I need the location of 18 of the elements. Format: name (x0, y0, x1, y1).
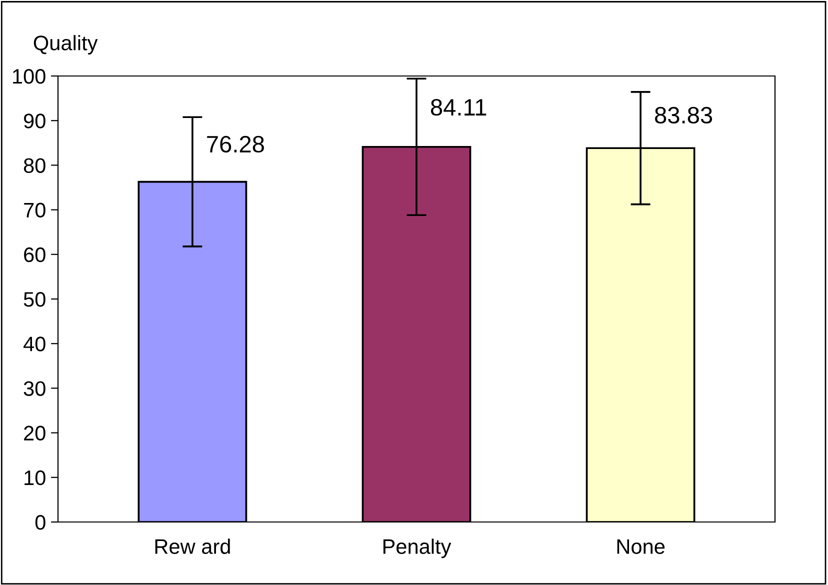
y-tick-label: 40 (24, 336, 46, 352)
x-tick-label: None (617, 539, 665, 554)
y-tick-label: 30 (24, 381, 46, 396)
y-axis-title: Quality (34, 35, 98, 54)
data-label: 76.28 (207, 136, 264, 153)
x-tick-label: Rew ard (155, 538, 230, 554)
y-tick-label: 20 (24, 426, 46, 441)
x-tick-label: Penalty (383, 538, 452, 558)
y-tick-label: 70 (24, 202, 46, 218)
y-tick-label: 0 (35, 515, 46, 530)
y-tick-label: 50 (24, 292, 46, 307)
y-tick-label: 60 (24, 247, 46, 262)
y-tick-label: 80 (24, 158, 46, 173)
data-label: 84.11 (430, 98, 486, 116)
y-tick-label: 10 (24, 470, 46, 486)
y-tick-label: 90 (24, 114, 46, 128)
data-label: 83.83 (655, 106, 712, 124)
y-tick-label: 100 (13, 69, 46, 84)
